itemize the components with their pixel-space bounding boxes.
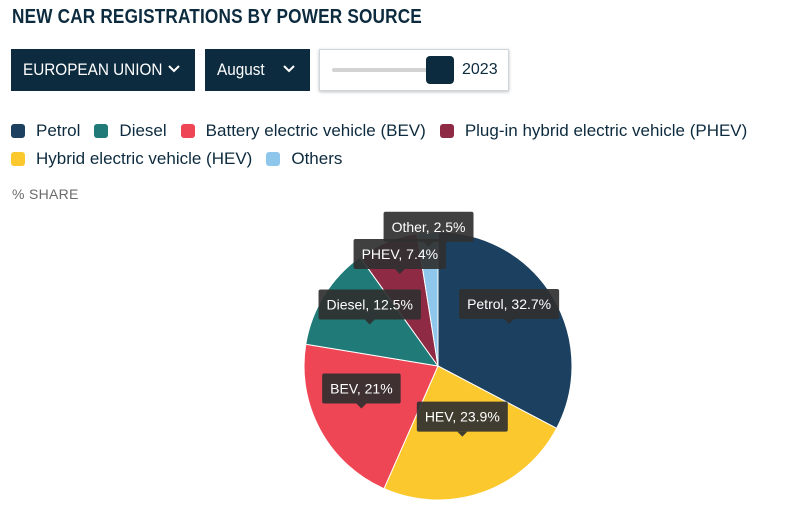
month-dropdown-label: August: [217, 60, 265, 79]
legend-item-diesel[interactable]: Diesel: [94, 121, 167, 141]
legend-item-bev[interactable]: Battery electric vehicle (BEV): [180, 121, 426, 141]
data-label-diesel: Diesel, 12.5%: [318, 289, 421, 325]
month-dropdown[interactable]: August: [205, 49, 310, 91]
data-label-text: PHEV, 7.4%: [362, 246, 439, 262]
legend-label: Diesel: [119, 121, 167, 140]
legend-swatch: [11, 152, 25, 166]
data-label-text: HEV, 23.9%: [425, 409, 500, 425]
legend-swatch: [439, 124, 454, 138]
chart-title: NEW CAR REGISTRATIONS BY POWER SOURCE: [12, 6, 422, 28]
legend-item-others[interactable]: Others: [266, 149, 342, 169]
data-label-other: Other, 2.5%: [383, 211, 474, 247]
data-label-text: Other, 2.5%: [392, 219, 466, 235]
legend-swatch: [94, 124, 109, 138]
chevron-down-icon: [283, 65, 295, 73]
data-label-phev: PHEV, 7.4%: [353, 239, 447, 275]
legend-item-hev[interactable]: Hybrid electric vehicle (HEV): [11, 149, 252, 169]
year-slider-track[interactable]: [332, 68, 440, 72]
legend-item-petrol[interactable]: Petrol: [11, 121, 80, 141]
legend: Petrol Diesel Battery electric vehicle (…: [11, 117, 801, 173]
legend-row: Petrol Diesel Battery electric vehicle (…: [11, 117, 801, 145]
year-slider-handle[interactable]: [426, 56, 454, 84]
data-label-hev: HEV, 23.9%: [416, 401, 508, 437]
legend-label: Others: [291, 149, 343, 168]
year-slider-value: 2023: [462, 61, 498, 78]
legend-swatch: [266, 152, 281, 166]
legend-label: Battery electric vehicle (BEV): [205, 121, 426, 140]
legend-label: Plug-in hybrid electric vehicle (PHEV): [464, 121, 748, 140]
legend-label: Petrol: [36, 121, 81, 140]
legend-swatch: [180, 124, 195, 138]
pie-slice-hev[interactable]: [383, 365, 558, 501]
data-label-text: Petrol, 32.7%: [467, 296, 551, 312]
legend-swatch: [11, 124, 25, 138]
year-slider: 2023: [319, 49, 509, 91]
data-label-text: Diesel, 12.5%: [327, 297, 413, 313]
legend-label: Hybrid electric vehicle (HEV): [36, 149, 253, 168]
chevron-down-icon: [168, 65, 180, 73]
data-label-bev: BEV, 21%: [322, 373, 401, 409]
unit-label: % SHARE: [12, 186, 79, 202]
legend-row: Hybrid electric vehicle (HEV) Others: [11, 145, 801, 173]
legend-item-phev[interactable]: Plug-in hybrid electric vehicle (PHEV): [439, 121, 748, 141]
region-dropdown-label: EUROPEAN UNION: [23, 60, 163, 79]
data-label-petrol: Petrol, 32.7%: [459, 289, 560, 325]
region-dropdown[interactable]: EUROPEAN UNION: [11, 49, 195, 91]
data-label-text: BEV, 21%: [330, 380, 393, 396]
